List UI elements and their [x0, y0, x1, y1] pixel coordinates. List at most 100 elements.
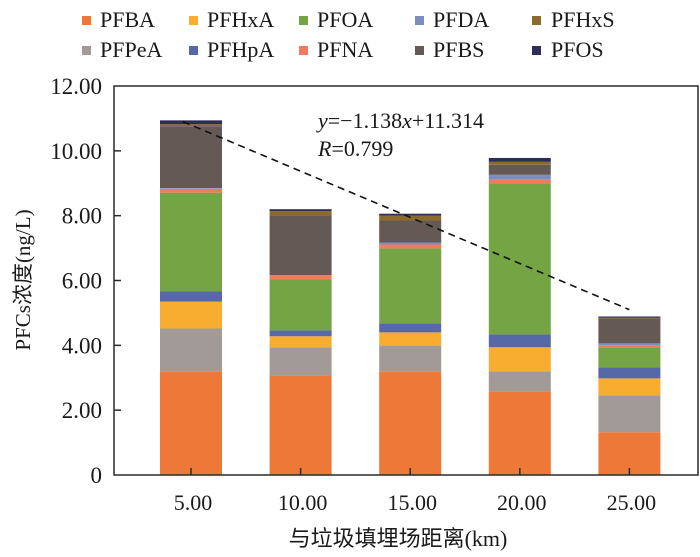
bar-segment-pfos	[160, 120, 222, 125]
bar-segment-pfba	[160, 371, 222, 475]
legend-swatch	[189, 46, 198, 55]
bar-segment-pfbs	[488, 164, 551, 175]
trend-line	[182, 120, 630, 311]
bar-segment-pfba	[488, 391, 551, 475]
bars	[160, 120, 661, 475]
bar-segment-pfos	[598, 316, 661, 318]
legend-swatch	[532, 16, 541, 25]
legend-swatch	[189, 16, 198, 25]
x-tick-label: 10.00	[278, 490, 328, 515]
bar-stack-10-00	[269, 209, 332, 475]
bar-segment-pfhxa	[160, 301, 222, 329]
bar-segment-pfhpa	[598, 367, 661, 379]
bar-segment-pfoa	[379, 248, 442, 324]
legend-item-pfhxs: PFHxS	[532, 7, 615, 32]
legend-item-pfna: PFNA	[299, 37, 373, 62]
bar-segment-pfhxa	[379, 332, 442, 346]
bar-segment-pfpea	[598, 395, 661, 433]
bar-segment-pfos	[379, 213, 442, 216]
legend-label: PFNA	[317, 37, 373, 62]
bar-segment-pfda	[488, 174, 551, 180]
bar-segment-pfhxs	[598, 317, 661, 319]
bar-segment-pfoa	[269, 279, 332, 331]
x-tick-label: 5.00	[174, 490, 213, 515]
x-tick-label: 15.00	[387, 490, 437, 515]
x-tick-label: 25.00	[607, 490, 657, 515]
bar-segment-pfhpa	[488, 334, 551, 348]
y-tick-label: 8.00	[62, 204, 102, 229]
legend-swatch	[299, 16, 308, 25]
bar-segment-pfoa	[160, 192, 222, 292]
legend-swatch	[299, 46, 308, 55]
legend-item-pfoa: PFOA	[299, 7, 373, 32]
legend-swatch	[82, 16, 91, 25]
bar-segment-pfbs	[160, 126, 222, 189]
bar-stack-5-00	[160, 120, 222, 475]
correlation-coefficient: R=0.799	[317, 136, 393, 161]
legend-label: PFDA	[433, 7, 489, 32]
legend-swatch	[415, 16, 424, 25]
bar-segment-pfna	[488, 179, 551, 184]
bar-segment-pfhxa	[269, 336, 332, 348]
y-axis-label: PFCs浓度(ng/L)	[11, 209, 35, 350]
bar-segment-pfhxa	[488, 347, 551, 372]
legend-item-pfos: PFOS	[532, 37, 604, 62]
bar-segment-pfda	[160, 188, 222, 189]
bar-segment-pfba	[598, 432, 661, 475]
bar-segment-pfhxs	[488, 161, 551, 165]
legend-label: PFOS	[551, 37, 604, 62]
bar-segment-pfhxs	[160, 124, 222, 127]
bar-segment-pfba	[379, 371, 442, 475]
bar-segment-pfna	[160, 188, 222, 193]
legend-swatch	[415, 46, 424, 55]
legend-item-pfhpa: PFHpA	[189, 37, 274, 62]
bar-segment-pfhpa	[379, 323, 442, 333]
bar-segment-pfbs	[379, 220, 442, 243]
legend-label: PFBS	[433, 37, 484, 62]
y-tick-label: 2.00	[62, 398, 102, 423]
bar-stack-20-00	[488, 157, 551, 475]
bar-segment-pfhxa	[598, 378, 661, 396]
legend-label: PFPeA	[100, 37, 162, 62]
bar-segment-pfba	[269, 375, 332, 475]
regression-equation: y=−1.138x+11.314	[316, 108, 484, 133]
x-axis: 5.00 10.00 15.00 20.00 25.00	[174, 468, 656, 515]
bar-segment-pfhpa	[269, 330, 332, 337]
legend-swatch	[82, 46, 91, 55]
x-tick-label: 20.00	[497, 490, 547, 515]
bar-segment-pfda	[269, 274, 332, 276]
y-tick-label: 12.00	[50, 74, 102, 99]
legend-label: PFHpA	[207, 37, 274, 62]
legend-item-pfbs: PFBS	[415, 37, 484, 62]
bar-segment-pfda	[379, 242, 442, 245]
legend-item-pfpea: PFPeA	[82, 37, 162, 62]
y-tick-label: 0	[91, 463, 103, 488]
legend-item-pfda: PFDA	[415, 7, 489, 32]
y-tick-label: 4.00	[62, 333, 102, 358]
bar-stack-25-00	[598, 316, 661, 475]
bar-segment-pfhpa	[160, 291, 222, 302]
bar-segment-pfoa	[488, 183, 551, 335]
legend-label: PFOA	[317, 7, 373, 32]
bar-segment-pfda	[598, 343, 661, 346]
legend-label: PFBA	[100, 7, 155, 32]
y-tick-label: 10.00	[50, 139, 102, 164]
bar-segment-pfna	[598, 345, 661, 348]
bar-segment-pfpea	[160, 328, 222, 372]
legend-item-pfhxa: PFHxA	[189, 7, 274, 32]
bar-segment-pfos	[269, 209, 332, 212]
y-tick-label: 6.00	[62, 269, 102, 294]
bar-segment-pfpea	[269, 347, 332, 376]
legend-item-pfba: PFBA	[82, 7, 155, 32]
bar-segment-pfbs	[269, 215, 332, 275]
bar-segment-pfna	[379, 244, 442, 249]
bar-segment-pfpea	[379, 345, 442, 372]
legend-label: PFHxA	[207, 7, 274, 32]
bar-segment-pfpea	[488, 371, 551, 392]
bar-segment-pfos	[488, 157, 551, 162]
bar-stack-15-00	[379, 213, 442, 475]
bar-segment-pfhxs	[269, 211, 332, 216]
bar-segment-pfoa	[598, 347, 661, 368]
bar-segment-pfna	[269, 275, 332, 280]
